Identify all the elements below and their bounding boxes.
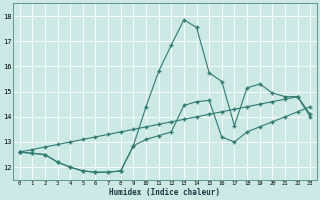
X-axis label: Humidex (Indice chaleur): Humidex (Indice chaleur) xyxy=(109,188,220,197)
